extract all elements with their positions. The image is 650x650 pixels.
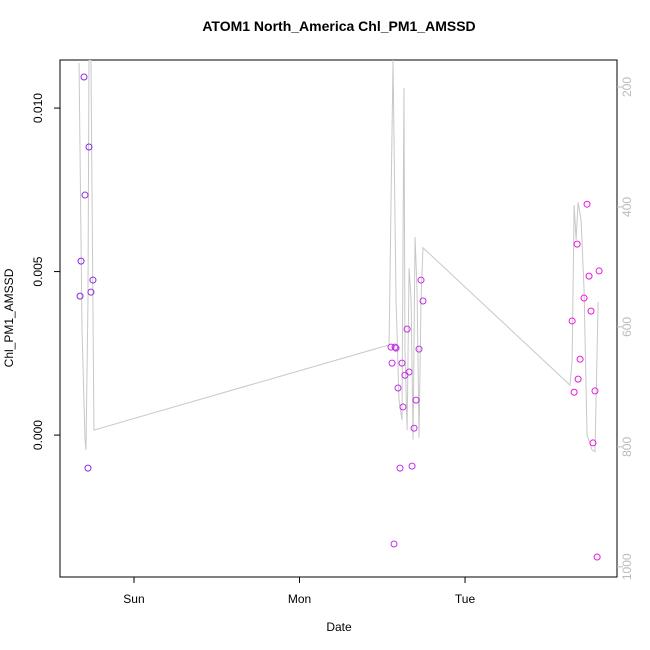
line xyxy=(78,60,599,453)
plot-area xyxy=(76,60,603,561)
y-tick-label: 0.000 xyxy=(31,420,45,450)
point xyxy=(81,191,89,199)
y2-tick-label: 400 xyxy=(620,197,634,217)
point xyxy=(576,355,584,363)
point xyxy=(77,257,85,265)
x-tick-label: Sun xyxy=(123,592,144,606)
point xyxy=(89,276,97,284)
point xyxy=(573,240,581,248)
y2-tick-label: 800 xyxy=(620,437,634,457)
point xyxy=(570,388,578,396)
point xyxy=(390,540,398,548)
x-tick-label: Mon xyxy=(288,592,311,606)
point xyxy=(417,276,425,284)
point xyxy=(589,439,597,447)
point xyxy=(585,272,593,280)
point xyxy=(394,384,402,392)
plot-frame xyxy=(59,59,618,578)
point xyxy=(580,294,588,302)
x-axis-title: Date xyxy=(326,620,352,634)
point xyxy=(408,462,416,470)
point xyxy=(405,368,413,376)
point xyxy=(401,371,409,379)
point xyxy=(412,396,420,404)
point xyxy=(87,288,95,296)
point xyxy=(398,359,406,367)
point xyxy=(387,343,395,351)
point xyxy=(410,424,418,432)
point xyxy=(84,464,92,472)
point xyxy=(568,317,576,325)
y2-tick-label: 600 xyxy=(620,317,634,337)
point xyxy=(403,325,411,333)
point xyxy=(595,267,603,275)
point xyxy=(391,343,399,351)
y-tick-label: 0.005 xyxy=(31,256,45,286)
x-tick-label: Tue xyxy=(455,592,476,606)
point xyxy=(392,344,400,352)
point xyxy=(419,297,427,305)
point xyxy=(388,359,396,367)
point xyxy=(591,387,599,395)
point xyxy=(85,143,93,151)
point xyxy=(76,292,84,300)
y-tick-label: 0.010 xyxy=(31,93,45,123)
y-axis-title: Chl_PM1_AMSSD xyxy=(2,268,16,367)
point xyxy=(396,464,404,472)
point xyxy=(587,307,595,315)
point xyxy=(415,345,423,353)
chart-title: ATOM1 North_America Chl_PM1_AMSSD xyxy=(202,18,475,34)
y2-tick-label: 1000 xyxy=(620,553,634,580)
y2-tick-label: 200 xyxy=(620,77,634,97)
point xyxy=(399,403,407,411)
point xyxy=(593,553,601,561)
point xyxy=(80,73,88,81)
point xyxy=(574,375,582,383)
point xyxy=(583,200,591,208)
